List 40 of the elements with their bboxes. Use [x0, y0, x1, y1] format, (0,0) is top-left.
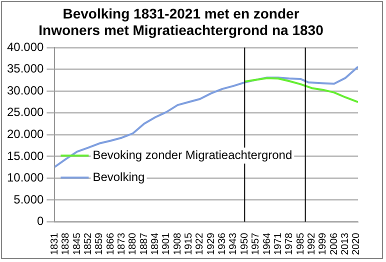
x-tick-label: 1943 [228, 232, 240, 256]
x-tick-label: 1880 [128, 232, 139, 256]
y-tick-label: 35.000 [7, 62, 44, 76]
x-tick-label: 1859 [94, 232, 106, 256]
x-tick-label: 1957 [250, 232, 262, 256]
x-tick-label: 1831 [49, 232, 60, 256]
x-tick-label: 1845 [72, 232, 83, 256]
x-tick-label: 2020 [351, 232, 362, 256]
y-tick-label: 15.000 [7, 148, 44, 163]
x-tick-label: 1971 [272, 232, 284, 256]
chart-title: Bevolking 1831-2021 met en zonder Inwoners met Migratieachtergrond na 1830 [38, 5, 324, 38]
x-tick-label: 1894 [150, 232, 162, 256]
x-tick-label: 1908 [172, 232, 184, 256]
x-tick-label: 1887 [138, 232, 150, 256]
y-tick-label: 40.000 [7, 40, 44, 54]
y-tick-label: 25.000 [7, 105, 44, 120]
x-tick-label: 2013 [340, 232, 351, 256]
x-tick-label: 1985 [295, 232, 306, 256]
y-tick-label: 5.000 [14, 192, 44, 206]
y-tick-label: 0 [37, 214, 44, 228]
y-tick-label: 10.000 [7, 170, 44, 185]
x-tick-label: 1936 [217, 232, 228, 256]
legend-label: Bevolking [92, 170, 145, 184]
x-tick-label: 1922 [194, 232, 206, 256]
x-tick-label: 1915 [184, 232, 195, 256]
x-tick-label: 1873 [116, 232, 128, 256]
x-tick-label: 1999 [318, 232, 329, 256]
y-tick-label: 30.000 [7, 83, 44, 98]
x-tick-label: 1866 [105, 232, 116, 256]
x-tick-label: 2006 [328, 232, 340, 256]
x-tick-label: 1950 [239, 232, 250, 256]
x-tick-label: 1838 [60, 232, 72, 256]
legend-label: Bevoking zonder Migratieachtergrond [92, 148, 292, 162]
y-tick-label: 20.000 [7, 126, 44, 141]
x-tick-label: 1852 [82, 232, 94, 256]
x-tick-label: 1992 [306, 232, 318, 256]
x-tick-label: 1901 [161, 232, 172, 256]
x-tick-label: 1929 [206, 232, 217, 256]
x-tick-label: 1978 [284, 232, 296, 256]
x-tick-label: 1964 [262, 232, 273, 256]
